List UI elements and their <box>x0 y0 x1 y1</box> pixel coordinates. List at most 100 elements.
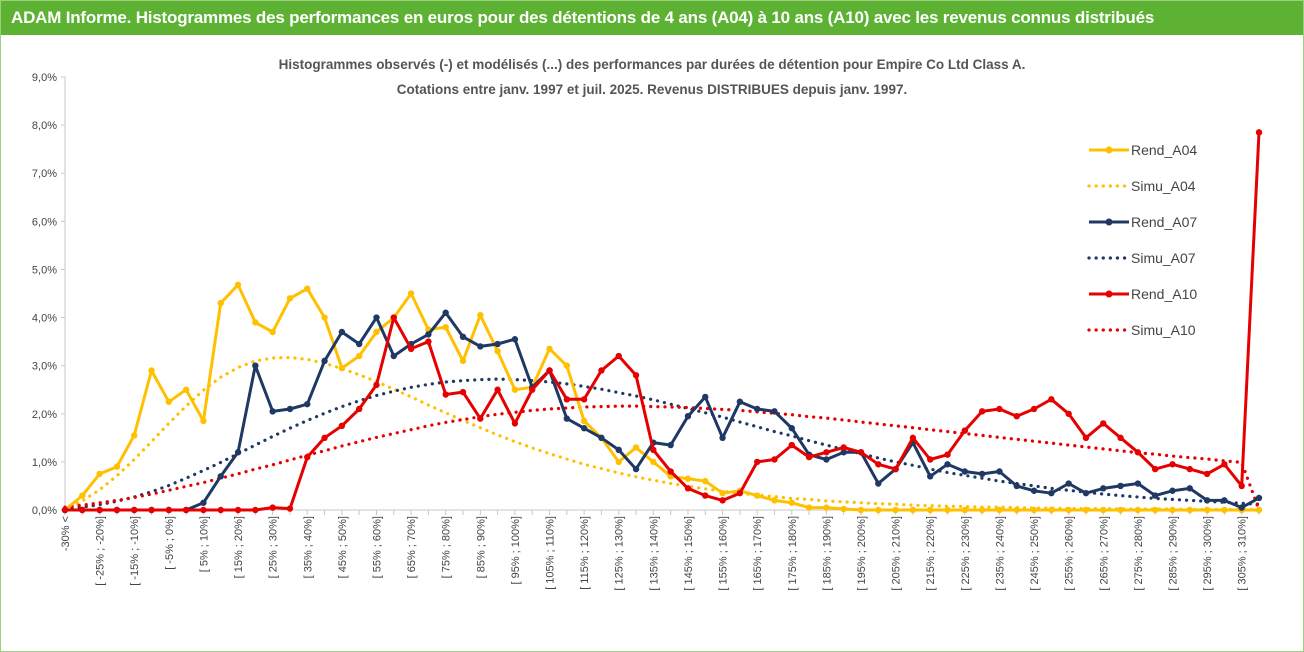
chart-title: Histogrammes observés (-) et modélisés (… <box>279 57 1026 72</box>
data-point <box>1013 506 1020 514</box>
data-point <box>1169 487 1176 494</box>
data-point <box>321 314 328 321</box>
x-tick-label: [ 105% ; 110%] <box>545 516 557 590</box>
y-tick-label: 7,0% <box>32 168 57 180</box>
data-point <box>892 465 899 473</box>
data-point <box>788 499 795 506</box>
data-point <box>269 408 276 415</box>
data-point <box>148 367 155 374</box>
legend-label: Simu_A07 <box>1131 250 1196 266</box>
data-point <box>459 388 467 396</box>
legend-item-Rend_A04: Rend_A04 <box>1089 142 1197 158</box>
data-point <box>927 473 934 480</box>
chart-subtitle: Cotations entre janv. 1997 et juil. 2025… <box>397 82 907 97</box>
data-point <box>961 468 969 475</box>
legend-label: Rend_A07 <box>1131 214 1197 230</box>
data-point <box>753 492 761 499</box>
data-point <box>113 506 121 514</box>
x-tick-label: [ 205% ; 210%] <box>891 516 903 591</box>
data-point <box>200 499 207 506</box>
data-point <box>200 417 207 425</box>
x-tick-label: [ 85% ; 90%] <box>475 516 487 578</box>
data-point <box>1238 504 1245 511</box>
data-point <box>771 408 778 415</box>
data-point <box>1117 506 1124 514</box>
data-point <box>200 506 207 514</box>
data-point <box>719 497 726 504</box>
x-tick-label: [ 285% ; 290%] <box>1167 516 1179 591</box>
data-point <box>252 319 259 326</box>
data-point <box>823 456 830 463</box>
data-point <box>1065 506 1072 514</box>
data-point <box>1134 506 1142 514</box>
data-point <box>1100 420 1107 427</box>
series-line-Simu_A10 <box>63 404 1261 512</box>
data-point <box>321 434 328 442</box>
data-point <box>580 417 588 425</box>
data-point <box>961 427 969 434</box>
data-point <box>875 461 882 468</box>
x-tick-label: [ 165% ; 170%] <box>752 516 764 591</box>
data-point <box>684 475 692 482</box>
x-tick-label: [ 15% ; 20%] <box>233 516 245 578</box>
x-tick-label: [ 65% ; 70%] <box>406 516 418 578</box>
report-header: ADAM Informe. Histogrammes des performan… <box>1 1 1303 35</box>
data-point <box>598 367 605 374</box>
data-point <box>1151 506 1159 514</box>
data-point <box>79 506 86 514</box>
data-point <box>373 314 380 321</box>
data-point <box>892 506 899 514</box>
legend-item-Simu_A10: Simu_A10 <box>1087 322 1196 338</box>
series-Rend_A04 <box>61 281 1263 514</box>
data-point <box>459 357 467 365</box>
data-point <box>1186 506 1193 514</box>
data-point <box>1186 465 1193 473</box>
data-point <box>234 281 242 289</box>
data-point <box>96 470 103 478</box>
data-point <box>875 480 882 487</box>
data-point <box>338 328 346 336</box>
data-point <box>1117 434 1124 442</box>
series-line-Simu_A04 <box>63 355 1261 512</box>
data-point <box>823 504 830 511</box>
x-tick-label: [ 295% ; 300%] <box>1202 516 1214 591</box>
data-point <box>1255 494 1263 502</box>
data-point <box>1065 410 1072 417</box>
data-point <box>1013 482 1020 490</box>
data-point <box>805 453 813 461</box>
data-point <box>580 396 588 403</box>
data-point <box>598 434 605 442</box>
x-tick-label: [ 35% ; 40%] <box>302 516 314 578</box>
data-point <box>702 492 709 499</box>
data-point <box>373 328 380 336</box>
y-tick-label: 1,0% <box>32 457 57 469</box>
legend-item-Rend_A10: Rend_A10 <box>1089 286 1197 302</box>
data-point <box>1117 482 1124 490</box>
data-point <box>1203 497 1211 504</box>
data-point <box>217 506 224 514</box>
data-point <box>165 398 173 405</box>
data-point <box>442 391 449 398</box>
data-point <box>719 434 726 442</box>
legend-label: Simu_A10 <box>1131 322 1196 338</box>
data-point <box>182 506 190 514</box>
data-point <box>719 489 726 497</box>
x-tick-label: [ 305% ; 310%] <box>1237 516 1249 591</box>
data-point <box>477 415 484 422</box>
data-point <box>771 456 778 463</box>
data-point <box>511 336 519 343</box>
x-tick-label: [ 225% ; 230%] <box>960 516 972 591</box>
x-tick-label: [ 275% ; 280%] <box>1133 516 1145 591</box>
x-tick-label: [ 245% ; 250%] <box>1029 516 1041 591</box>
data-point <box>650 458 657 466</box>
data-point <box>909 506 917 514</box>
data-point <box>217 299 224 307</box>
data-point <box>1065 480 1072 487</box>
data-point <box>304 453 311 461</box>
data-point <box>736 489 744 497</box>
data-point <box>805 504 813 511</box>
data-point <box>165 506 173 514</box>
data-point <box>304 400 311 408</box>
x-tick-label: [ 235% ; 240%] <box>994 516 1006 591</box>
